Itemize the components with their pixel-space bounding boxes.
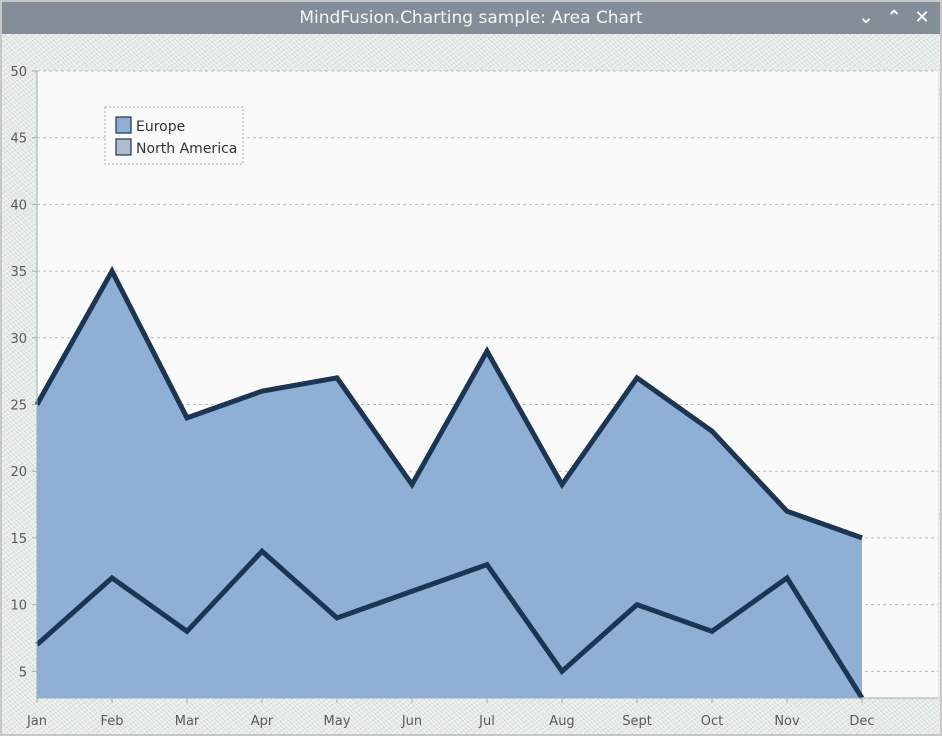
y-tick-label: 10 <box>10 599 27 614</box>
x-tick-label: Dec <box>849 714 874 729</box>
x-tick-label: Jul <box>478 714 495 729</box>
close-icon[interactable]: ✕ <box>914 7 930 28</box>
y-tick-label: 30 <box>10 332 27 347</box>
legend: Europe North America <box>104 106 244 165</box>
window-title: MindFusion.Charting sample: Area Chart <box>299 8 643 28</box>
title-bar[interactable]: MindFusion.Charting sample: Area Chart ⌄… <box>2 2 940 34</box>
y-tick-label: 5 <box>19 665 27 680</box>
legend-swatch <box>115 138 132 156</box>
area-north-america <box>37 551 862 698</box>
y-tick-label: 40 <box>10 198 27 213</box>
y-tick-label: 20 <box>10 465 27 480</box>
x-tick-label: Jun <box>401 714 422 729</box>
y-tick-label: 15 <box>10 532 27 547</box>
y-tick-label: 35 <box>10 265 27 280</box>
line-europe <box>34 265 863 541</box>
x-tick-label: Oct <box>701 714 723 729</box>
x-tick-label: Sept <box>622 714 652 729</box>
x-tick-label: Feb <box>100 714 123 729</box>
x-tick-label: Apr <box>251 714 274 729</box>
x-tick-label: Nov <box>774 714 800 729</box>
minimize-icon[interactable]: ⌄ <box>858 7 874 28</box>
legend-swatch <box>115 116 132 134</box>
legend-label: North America <box>136 141 237 157</box>
y-tick-label: 25 <box>10 399 27 414</box>
x-tick-label: Jan <box>26 714 47 729</box>
x-tick-label: Mar <box>175 714 200 729</box>
y-tick-label: 50 <box>10 65 27 80</box>
x-tick-label: Aug <box>549 714 574 729</box>
line-north-america <box>35 547 865 700</box>
y-tick-label: 45 <box>10 132 27 147</box>
legend-label: Europe <box>136 119 185 135</box>
x-tick-label: May <box>324 714 351 729</box>
maximize-icon[interactable]: ⌃ <box>886 7 902 28</box>
